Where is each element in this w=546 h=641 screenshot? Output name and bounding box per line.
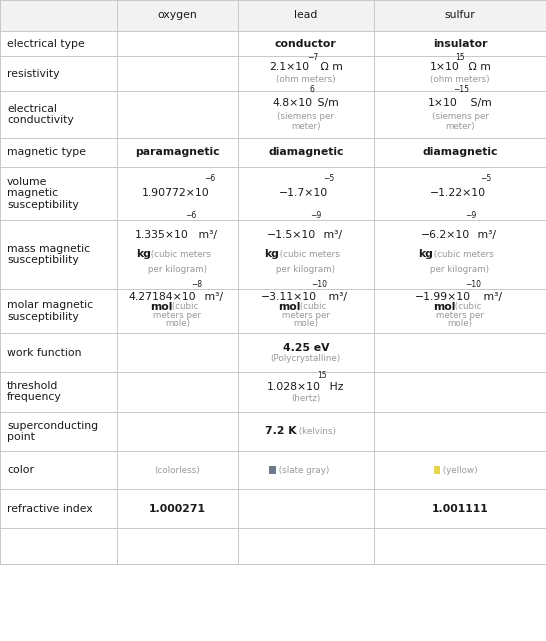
- Bar: [434, 467, 441, 474]
- Text: Hz: Hz: [326, 382, 343, 392]
- Text: mol: mol: [278, 302, 301, 312]
- Text: 15: 15: [317, 371, 327, 380]
- Text: m³/: m³/: [201, 292, 223, 302]
- Text: −15: −15: [453, 85, 469, 94]
- Text: (cubic meters: (cubic meters: [276, 250, 340, 259]
- Text: m³/: m³/: [479, 292, 502, 302]
- Text: 4.25 eV: 4.25 eV: [282, 343, 329, 353]
- Text: −1.99×10: −1.99×10: [416, 292, 471, 302]
- Text: −5: −5: [323, 174, 334, 183]
- Text: mole): mole): [165, 319, 190, 328]
- Text: mass magnetic
susceptibility: mass magnetic susceptibility: [7, 244, 90, 265]
- Text: diamagnetic: diamagnetic: [268, 147, 343, 157]
- Text: 2.1×10: 2.1×10: [270, 62, 310, 72]
- Text: m³/: m³/: [474, 230, 496, 240]
- Text: lead: lead: [294, 10, 317, 21]
- Text: sulfur: sulfur: [444, 10, 476, 21]
- Text: 7.2 K: 7.2 K: [265, 426, 296, 437]
- Text: (siemens per: (siemens per: [277, 112, 334, 121]
- Text: −6: −6: [204, 174, 216, 183]
- Text: 4.8×10: 4.8×10: [272, 97, 312, 108]
- Text: −6.2×10: −6.2×10: [421, 230, 470, 240]
- Text: 4.27184×10: 4.27184×10: [129, 292, 197, 302]
- Text: −1.22×10: −1.22×10: [430, 188, 486, 198]
- Text: resistivity: resistivity: [7, 69, 60, 79]
- Text: electrical
conductivity: electrical conductivity: [7, 104, 74, 125]
- Text: (cubic: (cubic: [452, 303, 481, 312]
- Text: 6: 6: [310, 85, 314, 94]
- Text: −9: −9: [465, 211, 476, 221]
- Text: m³/: m³/: [195, 230, 217, 240]
- Text: mol: mol: [433, 302, 455, 312]
- Text: 1×10: 1×10: [430, 62, 460, 72]
- Text: Ω m: Ω m: [317, 62, 343, 72]
- Text: meters per: meters per: [436, 311, 484, 320]
- Text: (kelvins): (kelvins): [296, 427, 336, 436]
- Text: molar magnetic
susceptibility: molar magnetic susceptibility: [7, 301, 93, 322]
- Text: −8: −8: [192, 280, 203, 289]
- Text: −1.5×10: −1.5×10: [266, 230, 316, 240]
- Text: kg: kg: [135, 249, 151, 260]
- Text: mol: mol: [150, 302, 173, 312]
- Text: (siemens per: (siemens per: [431, 112, 489, 121]
- Text: −7: −7: [307, 53, 319, 62]
- Text: superconducting
point: superconducting point: [7, 420, 98, 442]
- Text: 1.90772×10: 1.90772×10: [141, 188, 209, 198]
- Text: 1.001111: 1.001111: [432, 504, 488, 513]
- Text: mole): mole): [447, 319, 473, 328]
- Text: (cubic meters: (cubic meters: [148, 250, 211, 259]
- Text: S/m: S/m: [467, 97, 492, 108]
- Bar: [0, 0, 546, 31]
- Text: Ω m: Ω m: [465, 62, 491, 72]
- Text: 1.000271: 1.000271: [149, 504, 206, 513]
- Text: (Polycrystalline): (Polycrystalline): [271, 354, 341, 363]
- Text: (cubic: (cubic: [169, 303, 199, 312]
- Text: conductor: conductor: [275, 38, 337, 49]
- Text: insulator: insulator: [433, 38, 487, 49]
- Text: 1.028×10: 1.028×10: [266, 382, 321, 392]
- Text: color: color: [7, 465, 34, 475]
- Text: −9: −9: [311, 211, 322, 221]
- Text: refractive index: refractive index: [7, 504, 93, 513]
- Text: (colorless): (colorless): [155, 465, 200, 475]
- Text: (ohm meters): (ohm meters): [276, 76, 336, 85]
- Text: diamagnetic: diamagnetic: [422, 147, 498, 157]
- Text: meter): meter): [445, 122, 475, 131]
- Text: magnetic type: magnetic type: [7, 147, 86, 157]
- Text: m³/: m³/: [325, 292, 347, 302]
- Text: kg: kg: [418, 249, 433, 260]
- Text: −10: −10: [466, 280, 482, 289]
- Text: work function: work function: [7, 347, 81, 358]
- Text: S/m: S/m: [314, 97, 339, 108]
- Text: meter): meter): [291, 122, 321, 131]
- Text: −5: −5: [480, 174, 492, 183]
- Text: per kilogram): per kilogram): [430, 265, 490, 274]
- Text: mole): mole): [293, 319, 318, 328]
- Text: 15: 15: [455, 53, 465, 62]
- Text: −6: −6: [185, 211, 197, 221]
- Text: threshold
frequency: threshold frequency: [7, 381, 62, 403]
- Text: (yellow): (yellow): [441, 465, 478, 475]
- Text: oxygen: oxygen: [158, 10, 197, 21]
- Text: −3.11×10: −3.11×10: [261, 292, 317, 302]
- Text: 1.335×10: 1.335×10: [135, 230, 189, 240]
- Text: meters per: meters per: [153, 311, 201, 320]
- Text: (cubic: (cubic: [298, 303, 327, 312]
- Text: per kilogram): per kilogram): [148, 265, 207, 274]
- Text: (hertz): (hertz): [291, 394, 321, 403]
- Bar: [270, 467, 276, 474]
- Text: electrical type: electrical type: [7, 38, 85, 49]
- Text: m³/: m³/: [320, 230, 342, 240]
- Text: 1×10: 1×10: [428, 97, 458, 108]
- Text: per kilogram): per kilogram): [276, 265, 335, 274]
- Text: (slate gray): (slate gray): [276, 465, 329, 475]
- Text: −1.7×10: −1.7×10: [279, 188, 328, 198]
- Text: (cubic meters: (cubic meters: [431, 250, 494, 259]
- Text: volume
magnetic
susceptibility: volume magnetic susceptibility: [7, 177, 79, 210]
- Text: (ohm meters): (ohm meters): [430, 76, 490, 85]
- Text: kg: kg: [264, 249, 279, 260]
- Text: −10: −10: [311, 280, 327, 289]
- Text: meters per: meters per: [282, 311, 330, 320]
- Text: paramagnetic: paramagnetic: [135, 147, 219, 157]
